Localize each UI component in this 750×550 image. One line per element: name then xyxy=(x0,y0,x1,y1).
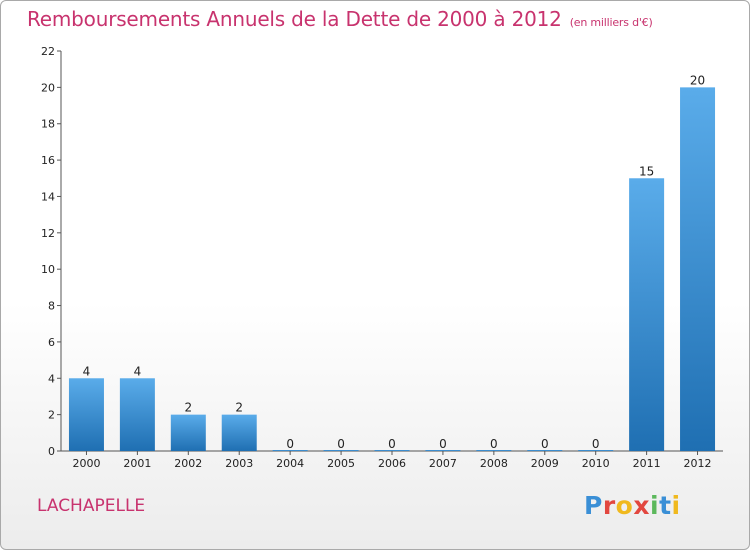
data-label-2002: 2 xyxy=(184,401,192,415)
bar-2004 xyxy=(272,450,308,451)
bar-2011 xyxy=(629,178,665,452)
x-tick-label: 2011 xyxy=(633,457,661,470)
bar-2010 xyxy=(578,450,614,451)
logo-letter: r xyxy=(602,491,616,520)
bar-2000 xyxy=(68,378,104,451)
x-tick-label: 2008 xyxy=(480,457,508,470)
x-tick-label: 2006 xyxy=(378,457,406,470)
y-tick-label: 0 xyxy=(48,445,55,458)
y-tick-label: 4 xyxy=(48,372,55,385)
x-tick-label: 2000 xyxy=(72,457,100,470)
x-tick-label: 2012 xyxy=(684,457,712,470)
x-tick-label: 2004 xyxy=(276,457,304,470)
data-label-2000: 4 xyxy=(83,364,91,378)
y-tick-label: 14 xyxy=(41,190,55,203)
data-label-2001: 4 xyxy=(134,364,142,378)
y-tick-label: 8 xyxy=(48,300,55,313)
data-label-2008: 0 xyxy=(490,437,498,451)
bar-2003 xyxy=(221,414,257,451)
y-tick-label: 2 xyxy=(48,409,55,422)
logo-letter: i xyxy=(650,491,660,520)
proxiti-logo: Proxiti xyxy=(584,491,681,520)
logo-letter: t xyxy=(659,491,672,520)
bar-2012 xyxy=(680,87,716,451)
bar-2001 xyxy=(119,378,155,451)
bar-2006 xyxy=(374,450,410,451)
x-tick-label: 2007 xyxy=(429,457,457,470)
y-tick-label: 18 xyxy=(41,118,55,131)
data-label-2005: 0 xyxy=(337,437,345,451)
data-label-2006: 0 xyxy=(388,437,396,451)
y-tick-label: 22 xyxy=(41,45,55,58)
y-tick-label: 16 xyxy=(41,154,55,167)
chart-bars xyxy=(68,87,716,452)
logo-letter: i xyxy=(671,491,681,520)
y-tick-label: 12 xyxy=(41,227,55,240)
x-tick-label: 2001 xyxy=(123,457,151,470)
data-label-2010: 0 xyxy=(592,437,600,451)
data-label-2011: 15 xyxy=(639,164,654,178)
x-tick-label: 2005 xyxy=(327,457,355,470)
data-label-2007: 0 xyxy=(439,437,447,451)
data-label-2012: 20 xyxy=(690,73,705,87)
y-tick-label: 10 xyxy=(41,263,55,276)
bar-2002 xyxy=(170,414,206,451)
x-tick-label: 2003 xyxy=(225,457,253,470)
data-label-2009: 0 xyxy=(541,437,549,451)
y-tick-label: 20 xyxy=(41,81,55,94)
logo-letter: x xyxy=(633,491,650,520)
commune-name: LACHAPELLE xyxy=(37,496,146,516)
y-tick-label: 6 xyxy=(48,336,55,349)
chart-subtitle: (en milliers d'€) xyxy=(569,16,653,29)
bar-2007 xyxy=(425,450,461,451)
x-tick-label: 2010 xyxy=(582,457,610,470)
data-label-2003: 2 xyxy=(235,401,243,415)
bar-2009 xyxy=(527,450,563,451)
bar-2008 xyxy=(476,450,512,451)
logo-letter: o xyxy=(615,491,634,520)
bar-2005 xyxy=(323,450,359,451)
x-tick-label: 2009 xyxy=(531,457,559,470)
x-tick-label: 2002 xyxy=(174,457,202,470)
chart-title: Remboursements Annuels de la Dette de 20… xyxy=(27,7,653,31)
chart-title-text: Remboursements Annuels de la Dette de 20… xyxy=(27,7,562,31)
data-label-2004: 0 xyxy=(286,437,294,451)
logo-letter: P xyxy=(584,491,603,520)
